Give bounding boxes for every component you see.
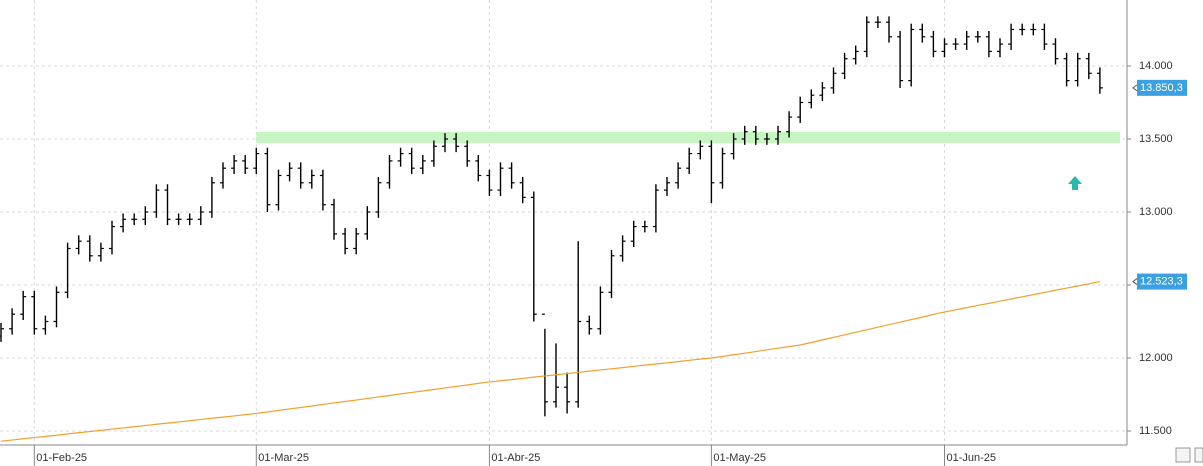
arrow-icon: [1068, 176, 1082, 190]
x-tick-label: 01-Abr-25: [491, 452, 540, 464]
y-tick-label: 14.000: [1139, 60, 1173, 72]
last-value-label: 13.850,3: [1140, 82, 1183, 94]
plot: [0, 16, 1120, 442]
last-value-box: [1137, 79, 1187, 96]
x-tick-label: 01-Jun-25: [947, 452, 997, 464]
y-tick-label: 13.500: [1139, 133, 1173, 145]
moving-average-line: [0, 280, 1101, 442]
last-value-pointer: [1132, 278, 1138, 285]
last-value-pointer: [1132, 84, 1138, 92]
support-zone: [256, 131, 1120, 143]
y-tick-label: 13.000: [1139, 206, 1173, 218]
x-tick-label: 01-May-25: [713, 452, 766, 464]
y-tick-label: 12.000: [1139, 352, 1173, 364]
grid: [0, 0, 1127, 445]
scale-button[interactable]: [1175, 447, 1191, 463]
last-value-label: 12.523,3: [1140, 275, 1183, 287]
scroll-button[interactable]: [1194, 447, 1203, 463]
y-tick-label: 11.500: [1139, 425, 1172, 437]
last-value-box: [1137, 273, 1187, 290]
x-tick-label: 01-Feb-25: [36, 452, 87, 464]
x-tick-label: 01-Mar-25: [258, 452, 309, 464]
